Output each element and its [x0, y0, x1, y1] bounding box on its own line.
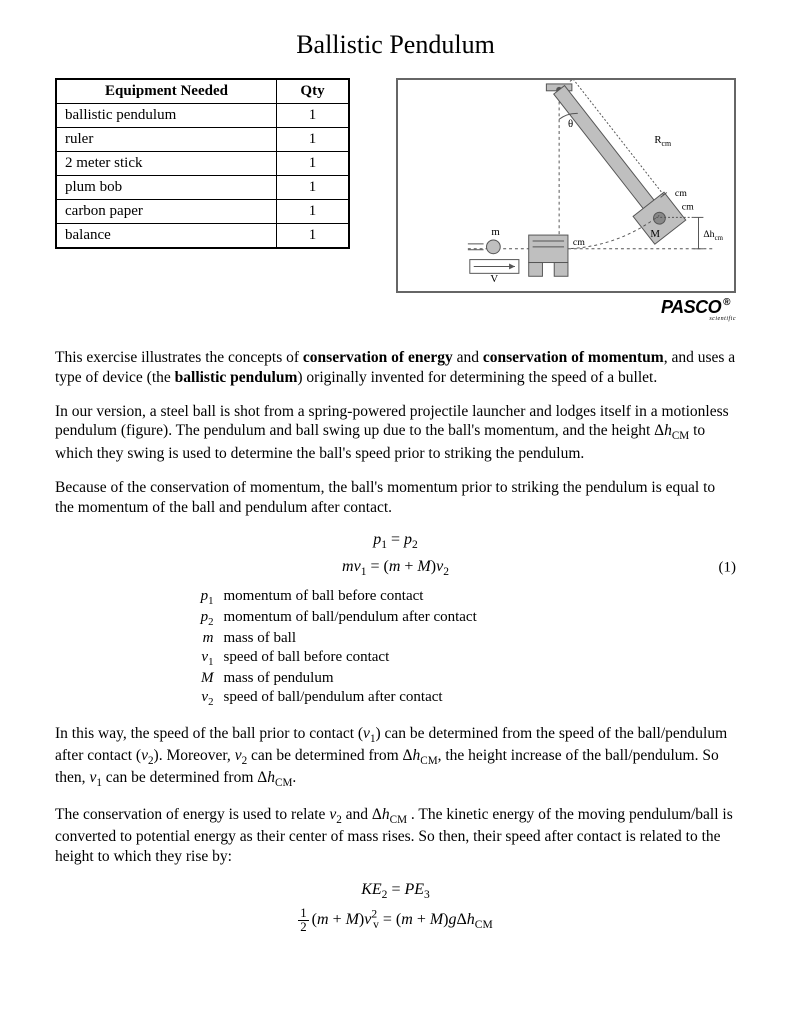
brand-sub: scientific	[709, 316, 736, 322]
brand-mark: ®	[723, 297, 730, 308]
equipment-name: ballistic pendulum	[56, 104, 277, 128]
theta-label: θ	[568, 118, 573, 130]
p1-g: ) originally invented for determining th…	[297, 369, 657, 386]
var-row: Mmass of pendulum	[186, 670, 606, 687]
brand-block: PASCO ® scientific	[661, 293, 736, 322]
equipment-qty: 1	[277, 224, 350, 249]
cm-bob-label: cm	[682, 202, 694, 213]
p1-a: This exercise illustrates the concepts o…	[55, 349, 303, 366]
p1-f: ballistic pendulum	[175, 369, 298, 386]
var-desc: momentum of ball before contact	[224, 588, 424, 607]
variable-definitions: p1 momentum of ball before contact p2 mome…	[186, 588, 606, 708]
var-row: p2 momentum of ball/pendulum after contac…	[186, 609, 606, 628]
paragraph-1: This exercise illustrates the concepts o…	[55, 348, 736, 388]
paragraph-2: In our version, a steel ball is shot fro…	[55, 402, 736, 464]
top-row: Equipment Needed Qty ballistic pendulum …	[55, 78, 736, 322]
cm-top-label: cm	[675, 188, 687, 199]
p1-d: conservation of momentum	[483, 349, 664, 366]
var-symbol: p1	[186, 588, 214, 607]
var-row: v2 speed of ball/pendulum after contact	[186, 689, 606, 708]
p1-b: conservation of energy	[303, 349, 453, 366]
equipment-qty: 1	[277, 176, 350, 200]
paragraph-5: The conservation of energy is used to re…	[55, 805, 736, 867]
equipment-name: balance	[56, 224, 277, 249]
equipment-table: Equipment Needed Qty ballistic pendulum …	[55, 78, 350, 249]
cm-base-label: cm	[573, 237, 585, 248]
rcm-label: Rcm	[654, 134, 671, 148]
var-desc: speed of ball before contact	[224, 649, 390, 668]
pendulum-diagram-svg: θ Rcm	[398, 80, 734, 291]
var-symbol: m	[186, 630, 214, 647]
figure-column: θ Rcm	[378, 78, 736, 322]
brand-logo: PASCO ®	[661, 297, 736, 318]
equipment-qty: 1	[277, 128, 350, 152]
table-row: plum bob 1	[56, 176, 349, 200]
paragraph-4: In this way, the speed of the ball prior…	[55, 724, 736, 791]
dhcm-label: Δhcm	[703, 229, 723, 242]
var-desc: momentum of ball/pendulum after contact	[224, 609, 477, 628]
v-label: V	[490, 273, 498, 285]
table-row: ballistic pendulum 1	[56, 104, 349, 128]
equation-2-line-1: KE2 = PE3	[55, 881, 736, 901]
var-row: v1 speed of ball before contact	[186, 649, 606, 668]
big-m-label: M	[650, 228, 660, 240]
p1-c: and	[453, 349, 483, 366]
var-desc: speed of ball/pendulum after contact	[224, 689, 443, 708]
frac-den: 2	[298, 921, 308, 934]
equation-2-line-2: 12(m + M)v2v = (m + M)gΔhCM	[55, 907, 736, 934]
table-row: balance 1	[56, 224, 349, 249]
equipment-header: Equipment Needed	[56, 79, 277, 104]
equipment-qty: 1	[277, 104, 350, 128]
equipment-name: plum bob	[56, 176, 277, 200]
equipment-name: 2 meter stick	[56, 152, 277, 176]
var-row: m mass of ball	[186, 630, 606, 647]
frac-num: 1	[298, 907, 308, 921]
paragraph-3: Because of the conservation of momentum,…	[55, 478, 736, 518]
table-header-row: Equipment Needed Qty	[56, 79, 349, 104]
equation-number-1: (1)	[719, 559, 737, 576]
pendulum-figure: θ Rcm	[396, 78, 736, 293]
table-row: carbon paper 1	[56, 200, 349, 224]
table-row: 2 meter stick 1	[56, 152, 349, 176]
m-label: m	[491, 226, 500, 238]
equipment-name: carbon paper	[56, 200, 277, 224]
var-symbol: M	[186, 670, 214, 687]
table-row: ruler 1	[56, 128, 349, 152]
qty-header: Qty	[277, 79, 350, 104]
var-desc: mass of pendulum	[224, 670, 334, 687]
var-row: p1 momentum of ball before contact	[186, 588, 606, 607]
var-desc: mass of ball	[224, 630, 297, 647]
page: Ballistic Pendulum Equipment Needed Qty …	[0, 0, 791, 1024]
var-symbol: v2	[186, 689, 214, 708]
var-symbol: v1	[186, 649, 214, 668]
brand-name: PASCO	[661, 297, 721, 318]
equipment-name: ruler	[56, 128, 277, 152]
page-title: Ballistic Pendulum	[55, 30, 736, 60]
equipment-qty: 1	[277, 200, 350, 224]
equipment-qty: 1	[277, 152, 350, 176]
equation-1-line-1: p1 = p2	[55, 531, 736, 551]
equation-1-line-2: mv1 = (m + M)v2 (1)	[55, 558, 736, 578]
var-symbol: p2	[186, 609, 214, 628]
